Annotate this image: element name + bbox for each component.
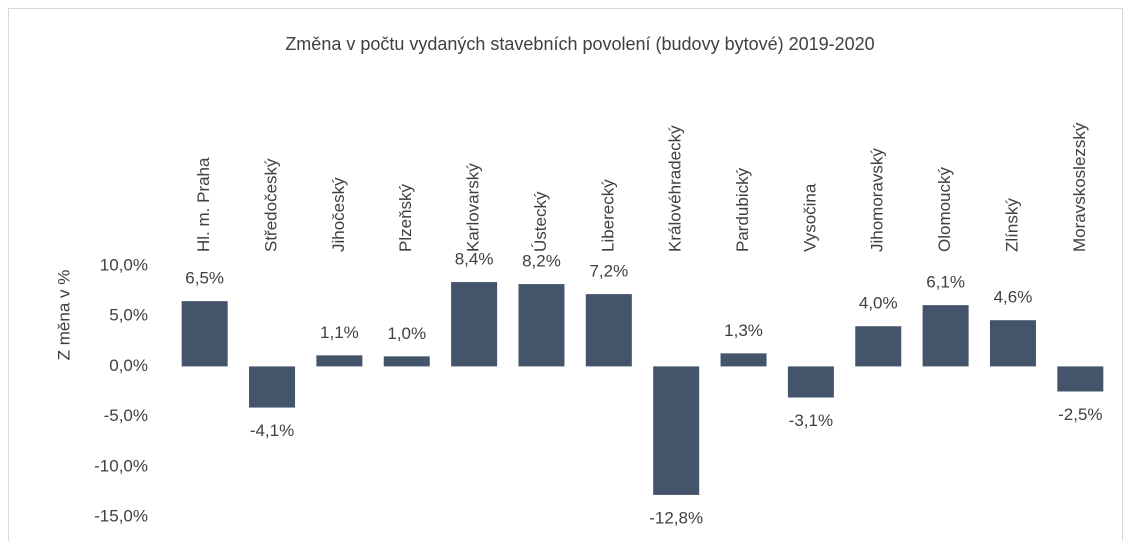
bar [451,282,498,367]
bar [720,353,767,367]
bar [1057,366,1104,392]
chart-title: Změna v počtu vydaných stavebních povole… [285,34,874,54]
x-tick-label: Olomoucký [935,166,954,252]
data-label: -3,1% [789,411,833,430]
data-label: 6,1% [926,273,965,292]
x-tick-label: Vysočina [800,183,819,252]
data-label: -12,8% [649,508,703,527]
bar [383,356,430,367]
y-tick-label: -10,0% [94,456,148,475]
x-tick-label: Karlovarský [464,163,483,252]
bar [181,301,228,367]
y-axis-title: Z měna v % [54,270,73,361]
y-tick-label: -5,0% [104,406,148,425]
bar [653,366,700,495]
data-label: 4,0% [859,294,898,313]
bar [249,366,296,408]
data-label: 8,2% [522,252,561,271]
x-tick-label: Liberecký [598,179,617,252]
x-tick-label: Moravskoslezský [1070,122,1089,252]
x-tick-label: Plzeňský [396,183,415,252]
y-tick-label: 5,0% [109,306,148,325]
x-tick-label: Ústecký [531,191,550,252]
bar [922,305,969,367]
bar [855,326,902,367]
data-label: 7,2% [589,262,628,281]
data-label: 1,1% [320,323,359,342]
data-label: 4,6% [994,288,1033,307]
y-tick-label: 10,0% [100,255,148,274]
x-tick-label: Středočeský [262,158,281,252]
x-tick-label: Zlínský [1002,198,1021,252]
data-label: 1,0% [387,324,426,343]
chart-border [8,8,1123,541]
x-tick-label: Hl. m. Praha [194,157,213,252]
data-label: 1,3% [724,321,763,340]
bar [316,355,363,367]
x-tick-label: Královéhradecký [666,125,685,252]
data-label: -2,5% [1058,405,1102,424]
bar [518,284,565,367]
x-tick-label: Jihomoravský [868,148,887,252]
data-label: 8,4% [455,250,494,269]
y-tick-label: -15,0% [94,506,148,525]
x-tick-label: Pardubický [733,167,752,252]
bar [989,320,1036,367]
data-label: -4,1% [250,421,294,440]
bar [585,294,632,367]
y-tick-label: 0,0% [109,356,148,375]
x-tick-label: Jihočeský [329,177,348,252]
data-label: 6,5% [185,269,224,288]
bar [787,366,834,398]
